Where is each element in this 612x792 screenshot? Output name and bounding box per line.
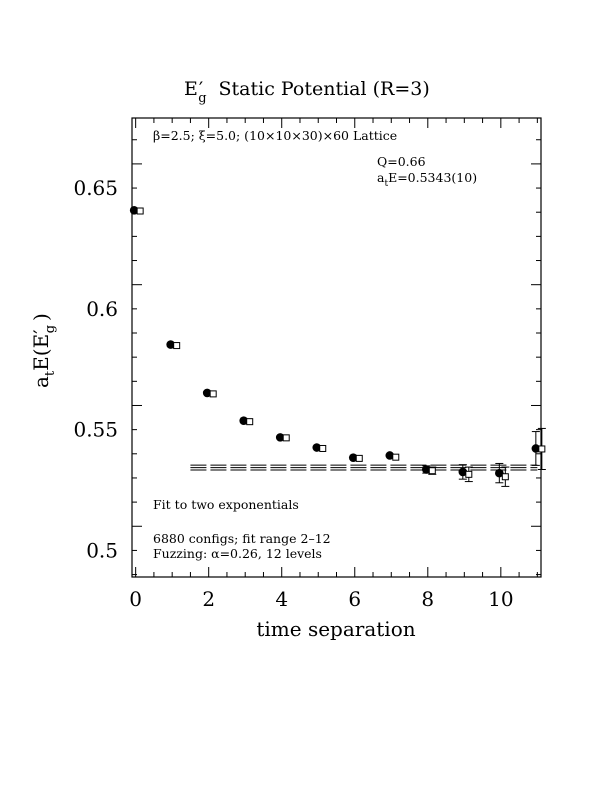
fuzzing-annotation: Fuzzing: α=0.26, 12 levels — [153, 546, 322, 561]
data-point-square — [173, 342, 181, 350]
data-point-square — [209, 390, 217, 398]
energy-sub: t — [384, 179, 388, 189]
configs-annotation: 6880 configs; fit range 2–12 — [153, 531, 331, 546]
data-point-circle — [166, 340, 175, 349]
data-point-square — [246, 418, 254, 426]
data-point-circle — [275, 433, 285, 442]
data-point-circle — [458, 467, 468, 477]
data-point-square — [319, 444, 327, 452]
data-point-circle — [348, 453, 358, 462]
title-main: E — [184, 78, 198, 100]
fit-annotation: Fit to two exponentials — [153, 497, 299, 512]
data-point-square — [538, 445, 546, 453]
y-tick-label: 0.55 — [73, 418, 118, 442]
lattice-annotation: β=2.5; ξ=5.0; (10×10×30)×60 Lattice — [153, 128, 397, 143]
y-tick-label: 0.6 — [86, 297, 118, 321]
ylabel-prime: ′ — [29, 329, 53, 334]
title-sub: g — [198, 91, 206, 106]
data-points — [129, 205, 546, 487]
tick-marks — [132, 118, 541, 577]
energy-annotation: atE=0.5343(10) — [377, 170, 477, 189]
chart-title: E′g Static Potential (R=3) — [184, 78, 430, 106]
ylabel-sub: g — [43, 325, 58, 333]
x-tick-label: 8 — [421, 587, 434, 611]
energy-value: E=0.5343(10) — [388, 170, 477, 185]
data-point-circle — [312, 443, 322, 452]
y-axis-label: atE(E′g) — [29, 313, 58, 388]
data-point-square — [282, 434, 290, 442]
data-point-square — [136, 207, 144, 215]
title-rest: Static Potential (R=3) — [219, 78, 430, 100]
x-tick-label: 10 — [488, 587, 513, 611]
data-point-square — [465, 470, 473, 478]
y-tick-label: 0.5 — [86, 538, 118, 562]
ylabel-mid: E(E — [29, 334, 53, 371]
tick-labels: 0 2 4 6 8 10 0.5 0.55 0.6 0.65 — [73, 176, 513, 611]
ylabel-end: ) — [29, 313, 53, 321]
energy-prefix: a — [377, 170, 385, 185]
ylabel-prefix-sub: t — [43, 370, 58, 376]
data-point-square — [355, 454, 363, 462]
data-point-square — [392, 453, 400, 461]
data-point-circle — [239, 416, 249, 425]
y-tick-label: 0.65 — [73, 176, 118, 200]
data-point-circle — [385, 451, 395, 460]
q-annotation: Q=0.66 — [377, 154, 426, 169]
x-tick-label: 0 — [129, 587, 142, 611]
fit-band — [190, 464, 538, 471]
x-tick-label: 2 — [202, 587, 215, 611]
x-axis-label: time separation — [256, 617, 415, 641]
data-point-circle — [129, 205, 139, 215]
title-prime: ′ — [199, 78, 203, 100]
ylabel-prefix: a — [29, 376, 53, 388]
x-tick-label: 4 — [275, 587, 288, 611]
x-tick-label: 6 — [348, 587, 361, 611]
data-point-circle — [531, 444, 541, 453]
data-point-circle — [202, 388, 212, 398]
data-point-circle — [495, 468, 504, 478]
data-point-square — [501, 473, 509, 481]
data-point-square — [428, 467, 436, 475]
